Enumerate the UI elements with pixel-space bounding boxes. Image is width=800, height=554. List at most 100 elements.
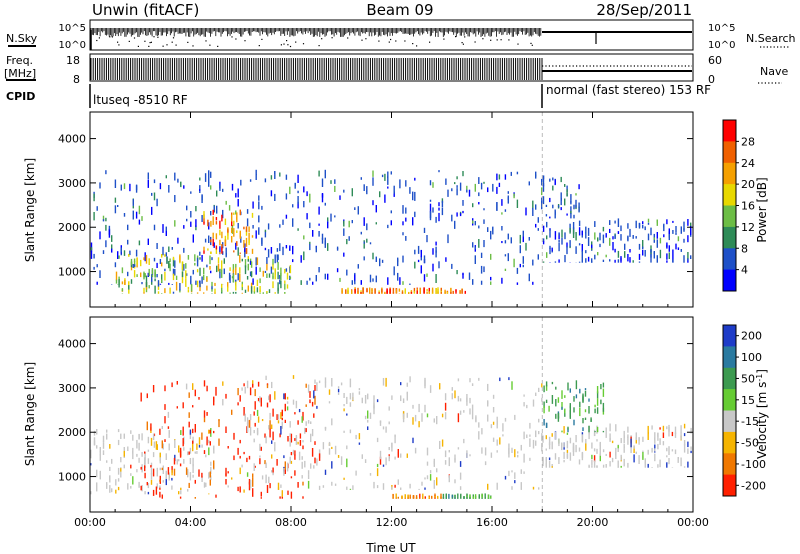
power-cell-r0 xyxy=(270,190,273,197)
power-cell-r0 xyxy=(309,241,311,245)
power-cell-r0 xyxy=(147,179,149,188)
velocity-cell-r0 xyxy=(156,467,158,477)
velocity-cell-r1 xyxy=(206,436,208,446)
power-cell-r0 xyxy=(390,210,392,214)
velocity-cell-r1 xyxy=(287,490,289,495)
velocity-cell-r5 xyxy=(633,446,635,453)
velocity-cell-r0 xyxy=(165,453,167,460)
velocity-cell-r1 xyxy=(167,426,170,429)
power-cell-r2 xyxy=(221,244,223,247)
power-cell-r0 xyxy=(297,201,299,209)
power-cell-r0 xyxy=(507,233,509,240)
power-cell-r5 xyxy=(554,211,556,219)
velocity-cell-r2 xyxy=(349,378,352,388)
velocity-cell-r2 xyxy=(538,418,540,423)
power-cell-r0 xyxy=(105,217,107,222)
power-cell-r1 xyxy=(284,269,286,274)
power-cell-r0 xyxy=(246,276,249,280)
velocity-cell-r1 xyxy=(264,460,266,465)
power-cell-r5 xyxy=(552,204,554,209)
power-cell-r1 xyxy=(140,259,142,267)
power-cell-r0 xyxy=(114,179,117,188)
power-cell-r1 xyxy=(221,260,223,270)
power-cell-r0 xyxy=(309,193,311,203)
power-cell-r0 xyxy=(474,255,476,264)
velocity-cell-r2 xyxy=(457,447,460,450)
power-cell-r4 xyxy=(585,258,587,263)
power-cell-r1 xyxy=(206,264,208,268)
velocity-cell-r1 xyxy=(203,410,206,418)
velocity-cell-r0 xyxy=(208,472,210,479)
power-cell-r5 xyxy=(570,194,572,203)
freq-strip-frame xyxy=(89,53,694,82)
velocity-cell-r1 xyxy=(227,446,229,449)
velocity-cell-r2 xyxy=(426,461,429,466)
power-cell-r1 xyxy=(272,264,274,270)
power-cell-r4 xyxy=(647,222,650,225)
power-cell-r2 xyxy=(210,220,212,227)
velocity-cell-r2 xyxy=(286,396,289,400)
power-cell-r0 xyxy=(405,236,407,241)
velocity-cell-r6 xyxy=(579,401,581,408)
power-cell-r0 xyxy=(285,268,288,272)
colorbar-tick-label: -100 xyxy=(741,458,766,471)
power-cell-r3 xyxy=(357,287,359,294)
power-cell-r1 xyxy=(169,263,171,272)
velocity-cell-r0 xyxy=(147,491,150,495)
power-cell-r0 xyxy=(414,261,416,269)
velocity-cell-r0 xyxy=(201,475,203,482)
power-cell-r0 xyxy=(177,178,179,183)
velocity-cell-r2 xyxy=(508,443,510,453)
velocity-cell-r2 xyxy=(457,413,460,423)
velocity-cell-r1 xyxy=(248,419,251,428)
velocity-cell-r3 xyxy=(428,496,430,499)
power-cell-r4 xyxy=(677,247,680,250)
power-cell-r0 xyxy=(381,174,384,178)
power-cell-r4 xyxy=(672,253,674,263)
velocity-cell-r2 xyxy=(318,485,321,490)
power-cell-r2 xyxy=(236,212,238,220)
velocity-cell-r1 xyxy=(182,402,184,409)
power-cell-r1 xyxy=(196,280,199,288)
power-cell-r3 xyxy=(398,288,401,292)
velocity-cell-r5 xyxy=(609,433,611,441)
velocity-cell-r6 xyxy=(579,388,581,394)
velocity-cell-r5 xyxy=(671,467,674,468)
velocity-cell-r2 xyxy=(283,455,285,459)
velocity-cell-r4 xyxy=(472,496,474,499)
velocity-cell-r5 xyxy=(690,427,692,431)
velocity-cell-r2 xyxy=(301,456,303,460)
velocity-cell-r5 xyxy=(671,431,674,437)
power-cell-r2 xyxy=(245,237,248,247)
velocity-cell-r1 xyxy=(305,383,307,388)
velocity-cell-r6 xyxy=(569,403,571,412)
velocity-cell-r1 xyxy=(176,381,178,385)
velocity-cell-r1 xyxy=(164,439,166,442)
velocity-cell-r2 xyxy=(451,393,453,400)
power-cell-r0 xyxy=(282,219,284,225)
velocity-cell-r2 xyxy=(429,474,432,481)
power-cell-r0 xyxy=(129,250,131,256)
power-cell-r1 xyxy=(235,263,237,268)
velocity-cell-r1 xyxy=(227,485,229,488)
velocity-cell-r5 xyxy=(563,459,565,463)
velocity-cell-r1 xyxy=(239,467,241,475)
power-cell-r1 xyxy=(274,292,276,294)
colorbar-tick-label: 200 xyxy=(741,330,762,343)
power-cell-r0 xyxy=(519,234,521,244)
velocity-cell-r0 xyxy=(192,474,194,478)
velocity-cell-r6 xyxy=(575,394,578,399)
power-cell-r0 xyxy=(451,188,453,192)
power-cell-r0 xyxy=(199,251,201,256)
velocity-cell-r5 xyxy=(623,430,625,439)
power-cell-r1 xyxy=(136,263,138,268)
velocity-cell-r2 xyxy=(492,421,495,425)
velocity-cell-r2 xyxy=(402,413,405,423)
power-cell-r4 xyxy=(627,254,629,262)
power-cell-r5 xyxy=(560,207,562,211)
velocity-cell-r5 xyxy=(609,461,611,467)
power-cell-r0 xyxy=(135,211,138,219)
velocity-cell-r2 xyxy=(295,435,298,438)
velocity-cell-r1 xyxy=(248,481,251,491)
power-cell-r0 xyxy=(372,200,374,206)
